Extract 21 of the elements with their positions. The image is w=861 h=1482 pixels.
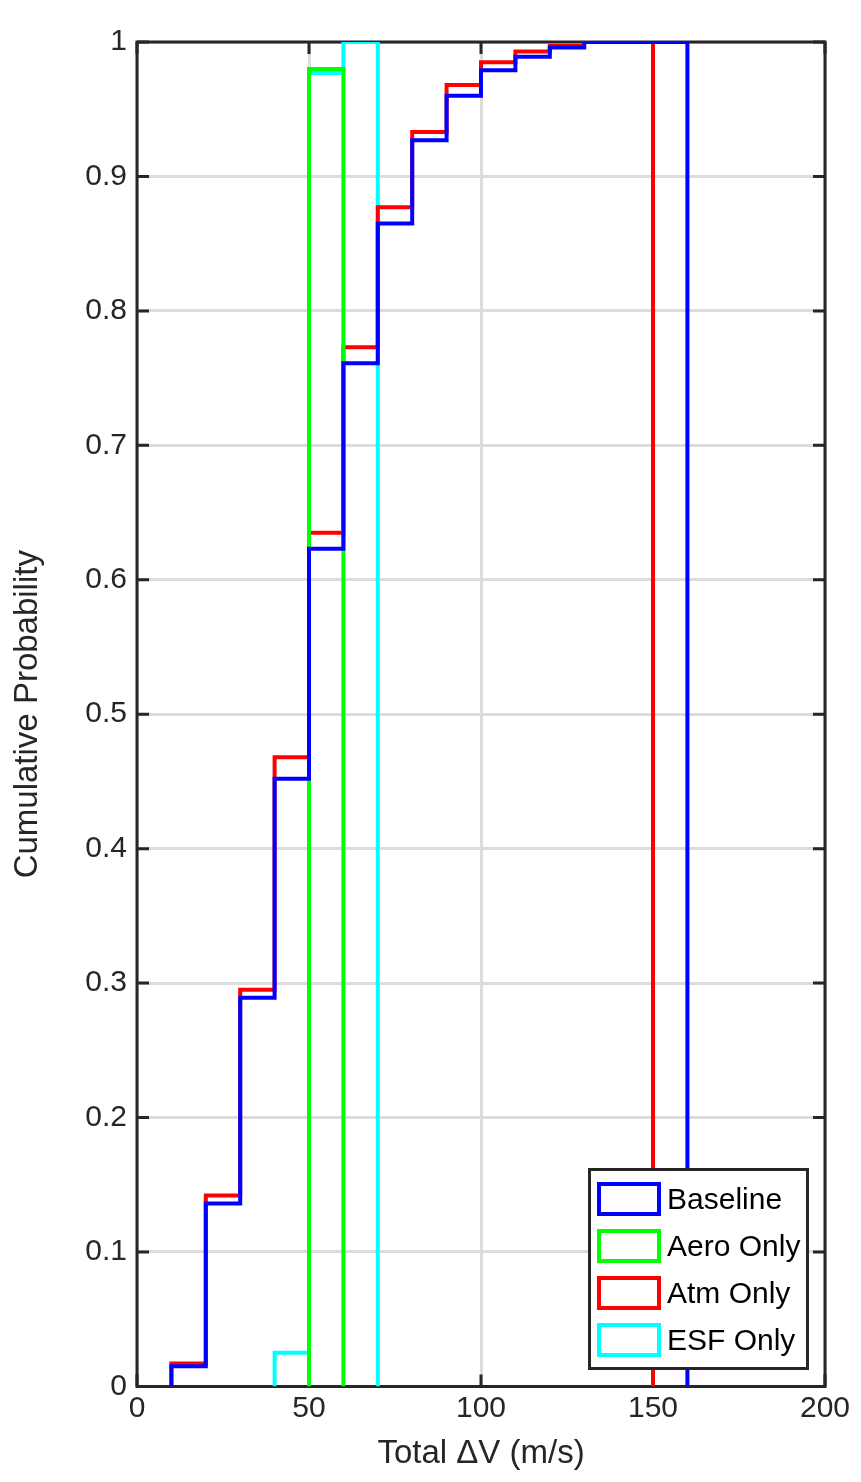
x-tick-label: 200: [799, 1389, 851, 1423]
x-tick-label: 150: [627, 1389, 679, 1423]
y-tick-label: 0.3: [85, 964, 127, 998]
y-tick-label: 0.9: [85, 157, 127, 191]
legend-label: ESF Only: [667, 1322, 796, 1357]
legend-label: Atm Only: [667, 1275, 791, 1310]
y-tick-label: 0.7: [85, 426, 127, 460]
legend-label: Baseline: [667, 1181, 783, 1216]
y-tick-label: 0.8: [85, 292, 127, 326]
y-tick-label: 0.1: [85, 1233, 127, 1267]
y-tick-label: 0.5: [85, 695, 127, 729]
y-tick-label: 0: [110, 1367, 127, 1401]
x-tick-label: 50: [292, 1389, 326, 1423]
y-tick-label: 0.2: [85, 1098, 127, 1132]
y-tick-label: 1: [110, 23, 127, 57]
x-tick-label: 100: [455, 1389, 507, 1423]
x-axis-title: Total ΔV (m/s): [377, 1433, 585, 1471]
y-axis-title: Cumulative Probability: [6, 549, 44, 879]
y-tick-label: 0.6: [85, 561, 127, 595]
y-tick-label: 0.4: [85, 829, 127, 863]
legend-label: Aero Only: [667, 1228, 801, 1263]
